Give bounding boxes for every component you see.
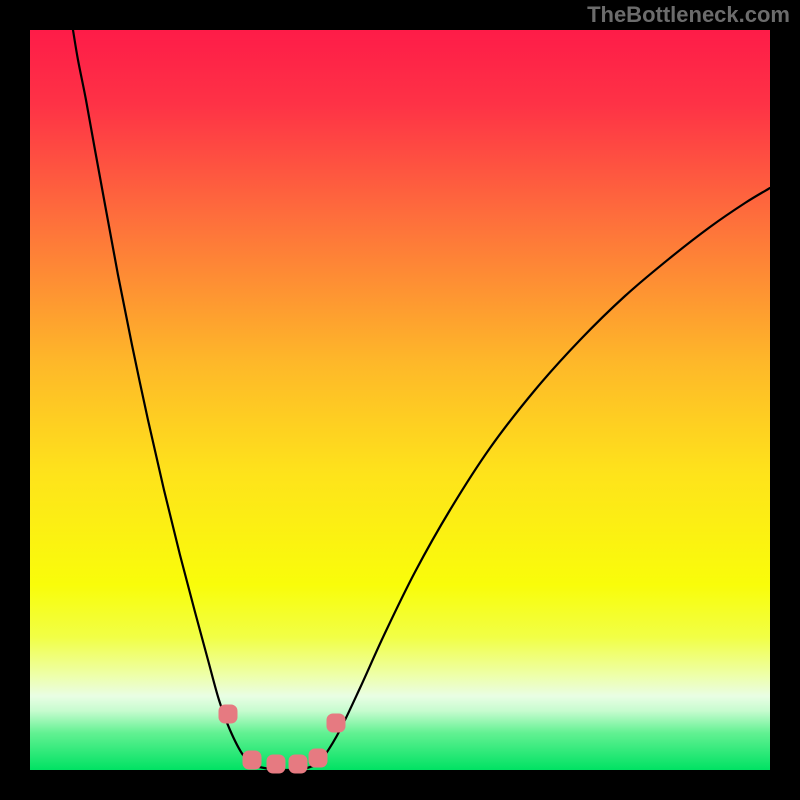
marker-5	[327, 714, 345, 732]
marker-2	[267, 755, 285, 773]
chart-frame: TheBottleneck.com	[0, 0, 800, 800]
marker-1	[243, 751, 261, 769]
plot-background	[30, 30, 770, 770]
marker-3	[289, 755, 307, 773]
marker-4	[309, 749, 327, 767]
bottleneck-chart	[0, 0, 800, 800]
watermark-text: TheBottleneck.com	[587, 2, 790, 28]
marker-0	[219, 705, 237, 723]
